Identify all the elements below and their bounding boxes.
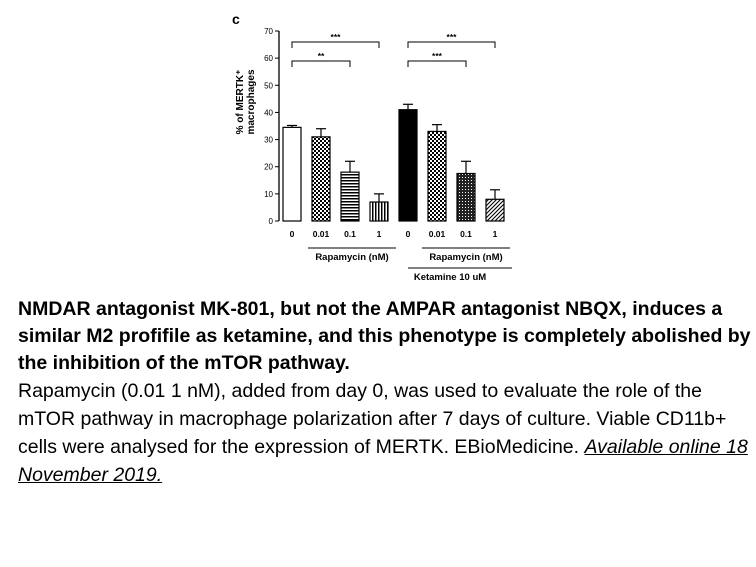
bar [456,172,476,222]
x-tick-label: 0 [406,229,411,239]
bar [311,136,331,222]
significance-label: ** [318,51,325,61]
y-tick-label: 40 [264,108,273,117]
significance-bracket [291,60,351,67]
significance-label: *** [331,32,342,42]
caption-body-text: Rapamycin (0.01 1 nM), added from day 0,… [18,380,727,458]
caption-body: Rapamycin (0.01 1 nM), added from day 0,… [18,377,754,489]
x-tick-label: 0.1 [344,229,356,239]
chart-area: c % of MERTK⁺ macrophages 0 10 20 30 40 50 60 7… [232,11,512,283]
y-tick-label: 0 [269,217,274,226]
x-tick-label: 1 [377,229,382,239]
y-axis-label-line2: macrophages [246,69,257,134]
group-3-label: Ketamine 10 uM [414,272,486,283]
x-axis-tick-labels: 0 0.01 0.1 1 0 0.01 0.1 1 [290,229,498,239]
group-2-label: Rapamycin (nM) [429,252,502,263]
significance-brackets: *********** [291,32,496,67]
x-tick-label: 1 [493,229,498,239]
significance-bracket [291,41,380,48]
significance-bracket [407,41,496,48]
y-axis-ticks: 0 10 20 30 40 50 60 70 [264,27,279,226]
significance-bracket [407,60,467,67]
bar [340,171,360,222]
group-1-label: Rapamycin (nM) [315,252,388,263]
x-tick-label: 0.01 [429,229,446,239]
y-tick-label: 10 [264,190,273,199]
caption-title: NMDAR antagonist MK-801, but not the AMP… [18,298,751,374]
bar [485,198,505,222]
bar-chart: c % of MERTK⁺ macrophages 01020304050607… [232,11,512,283]
bar [427,130,447,222]
x-tick-label: 0 [290,229,295,239]
y-tick-label: 60 [264,54,273,63]
y-tick-label: 30 [264,136,273,145]
y-tick-label: 20 [264,163,273,172]
y-tick-label: 50 [264,81,273,90]
panel-label: c [232,11,240,27]
significance-label: *** [432,51,443,61]
bar [369,201,389,222]
x-tick-label: 0.1 [460,229,472,239]
bar [282,126,302,222]
bar [398,109,418,222]
significance-label: *** [447,32,458,42]
x-tick-label: 0.01 [313,229,330,239]
bars [282,103,505,222]
figure-caption: NMDAR antagonist MK-801, but not the AMP… [18,296,754,489]
y-tick-label: 70 [264,27,273,36]
y-axis-label-line1: % of MERTK⁺ [235,70,246,135]
caption-date-link[interactable]: Available online 18 November 2019. [18,436,748,486]
